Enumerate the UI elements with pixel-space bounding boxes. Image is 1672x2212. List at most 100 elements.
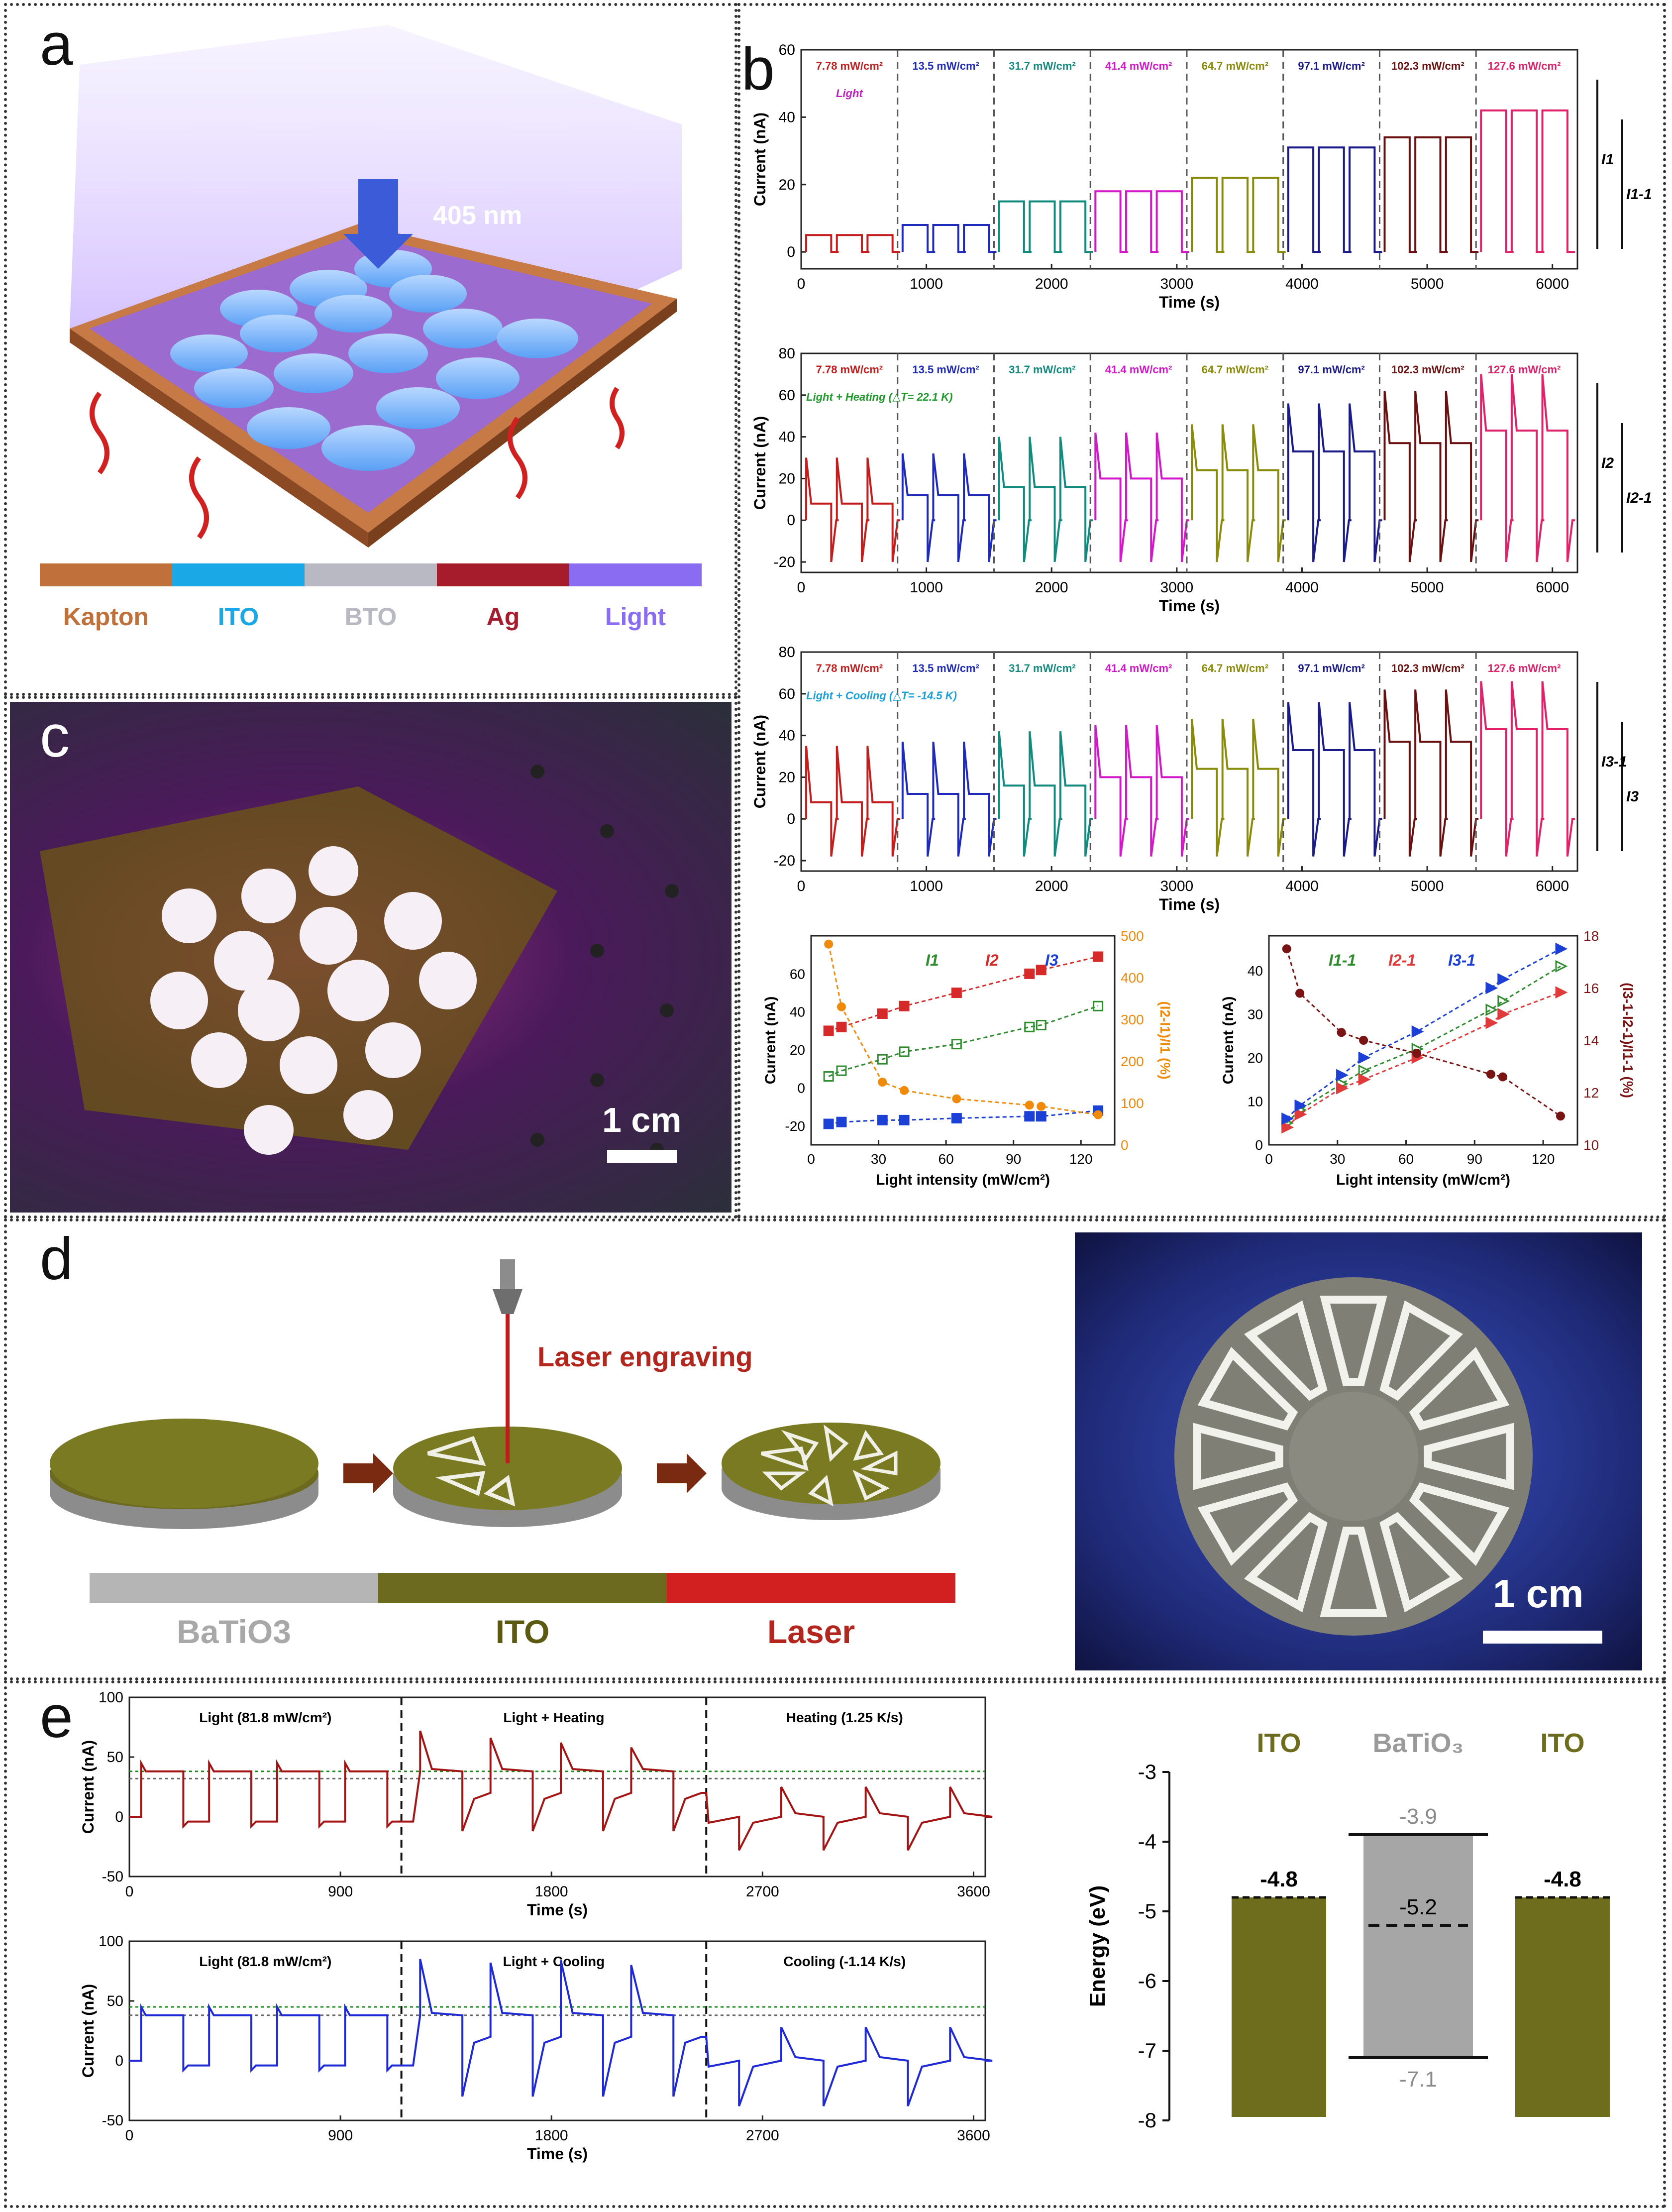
data-point — [1497, 973, 1510, 986]
y-axis-title: Current (nA) — [79, 1984, 97, 2078]
y2-tick-label: 14 — [1583, 1033, 1599, 1048]
data-point — [1336, 1069, 1349, 1082]
series-line — [1286, 965, 1561, 1124]
section-label: Light + Cooling — [503, 1954, 605, 1969]
x-axis-title: Time (s) — [527, 1901, 588, 1919]
legend-entry: I3 — [1045, 951, 1058, 969]
x-tick-label: 30 — [871, 1151, 886, 1167]
chart-b1: 0 1000 2000 3000 4000 5000 6000 0 20 40 60 Time (s)… — [751, 42, 1652, 311]
data-point — [1036, 965, 1046, 976]
y-tick-label: 0 — [787, 512, 795, 529]
data-point — [1281, 1112, 1294, 1125]
bracket-label: I2 — [1601, 455, 1614, 471]
intensity-label: 64.7 mW/cm² — [1202, 363, 1269, 376]
intensity-label: 102.3 mW/cm² — [1391, 60, 1464, 72]
intensity-label: 127.6 mW/cm² — [1488, 60, 1561, 72]
y-tick-label: 10 — [1248, 1094, 1263, 1109]
legend-bto-swatch — [305, 563, 437, 586]
bar-value-label: -5.2 — [1399, 1895, 1437, 1919]
current-trace — [1287, 146, 1382, 253]
x-tick-label: 0 — [797, 276, 806, 292]
x-tick-label: 30 — [1330, 1151, 1345, 1167]
kapton-edge-right — [368, 299, 677, 548]
current-trace — [1480, 681, 1575, 857]
current-trace — [1191, 424, 1286, 562]
x-tick-label: 1800 — [535, 1883, 568, 1900]
x-tick-label: 90 — [1467, 1151, 1482, 1167]
intensity-label: 41.4 mW/cm² — [1105, 363, 1172, 376]
chart-b5: 0 30 60 90 120 0 10 20 30 40 10 12 14 16 18 Light inten… — [1220, 928, 1636, 1188]
y-tick-label: -5 — [1138, 1899, 1156, 1923]
x-tick-label: 5000 — [1411, 579, 1444, 596]
y2-tick-label: 10 — [1583, 1137, 1599, 1153]
y-axis-title: Current (nA) — [751, 112, 769, 206]
legend-ito-label: ITO — [217, 603, 259, 631]
legend-entry: I1 — [926, 951, 939, 969]
panel-a-legend-labels: Kapton ITO BTO Ag Light — [40, 602, 702, 631]
y-tick-label: 0 — [787, 244, 795, 260]
legend-light-label: Light — [605, 603, 666, 631]
x-tick-label: 3000 — [1160, 276, 1193, 292]
legend-light-swatch — [569, 563, 702, 586]
chart-b2: 0 1000 2000 3000 4000 5000 6000-20020406080Tim… — [751, 345, 1652, 615]
y2-tick-label: 18 — [1583, 928, 1599, 944]
y-axis-title: Current (nA) — [1220, 996, 1237, 1085]
intensity-label: 7.78 mW/cm² — [816, 60, 883, 72]
data-point — [1358, 1073, 1371, 1086]
data-point — [1295, 989, 1304, 998]
engraved-spoke — [1379, 1300, 1463, 1401]
y-tick-label: 20 — [779, 177, 795, 193]
x-axis-title: Light intensity (mW/cm²) — [876, 1172, 1050, 1188]
legend-entry: I2 — [985, 951, 999, 969]
intensity-label: 7.78 mW/cm² — [816, 662, 883, 674]
intensity-label: 127.6 mW/cm² — [1488, 363, 1561, 376]
data-point — [1485, 982, 1498, 995]
data-point — [1485, 1003, 1498, 1016]
intensity-label: 97.1 mW/cm² — [1298, 662, 1365, 674]
y-tick-label: 40 — [790, 1004, 805, 1020]
x-axis-title: Time (s) — [1159, 895, 1220, 913]
data-point — [1555, 986, 1568, 999]
engraved-spoke — [1409, 1482, 1510, 1566]
condition-label: Light — [836, 87, 863, 100]
y-tick-label: 60 — [779, 387, 795, 404]
panel-c-label: c — [40, 703, 70, 770]
legend-batio3-label: BaTiO3 — [177, 1613, 291, 1650]
current-trace — [1287, 403, 1382, 562]
y-tick-label: -50 — [102, 1869, 123, 1885]
y-tick-label: 80 — [779, 644, 795, 661]
engraved-disk-photo: 1 cm — [1075, 1232, 1642, 1670]
ito-disk-array — [170, 250, 578, 471]
panel-c-frame — [4, 696, 737, 1218]
panel-b-frame — [737, 3, 1666, 1218]
photo-c-scale-bar — [607, 1150, 677, 1163]
axes-frame — [1268, 935, 1578, 1146]
bar-category-label: ITO — [1256, 1728, 1301, 1758]
intensity-label: 64.7 mW/cm² — [1202, 60, 1269, 72]
data-point — [1555, 960, 1568, 973]
data-point — [1281, 1121, 1294, 1134]
current-trace — [901, 453, 997, 562]
x-tick-label: 90 — [1006, 1151, 1021, 1167]
data-point — [1555, 942, 1568, 955]
data-point — [1336, 1082, 1349, 1095]
intensity-label: 41.4 mW/cm² — [1105, 60, 1172, 72]
x-tick-label: 0 — [125, 1883, 134, 1900]
x-axis-title: Time (s) — [1159, 597, 1220, 615]
legend-entry: I2-1 — [1388, 951, 1416, 969]
current-trace — [805, 234, 900, 253]
light-arrow — [358, 179, 398, 234]
y-tick-label: 100 — [99, 1689, 123, 1706]
current-trace — [998, 437, 1093, 562]
series-line — [828, 944, 1098, 1116]
bar-value-label: -3.9 — [1399, 1804, 1437, 1829]
photo-c-scale-label: 1 cm — [602, 1101, 682, 1139]
data-point — [1412, 1049, 1422, 1058]
data-point — [1358, 1051, 1371, 1064]
y-tick-label: -6 — [1138, 1969, 1156, 1992]
data-point — [1037, 1102, 1046, 1111]
y-tick-label: 40 — [779, 728, 795, 744]
x-tick-label: 4000 — [1285, 878, 1319, 894]
data-point — [899, 1046, 910, 1057]
bracket-label: I1 — [1601, 151, 1614, 168]
